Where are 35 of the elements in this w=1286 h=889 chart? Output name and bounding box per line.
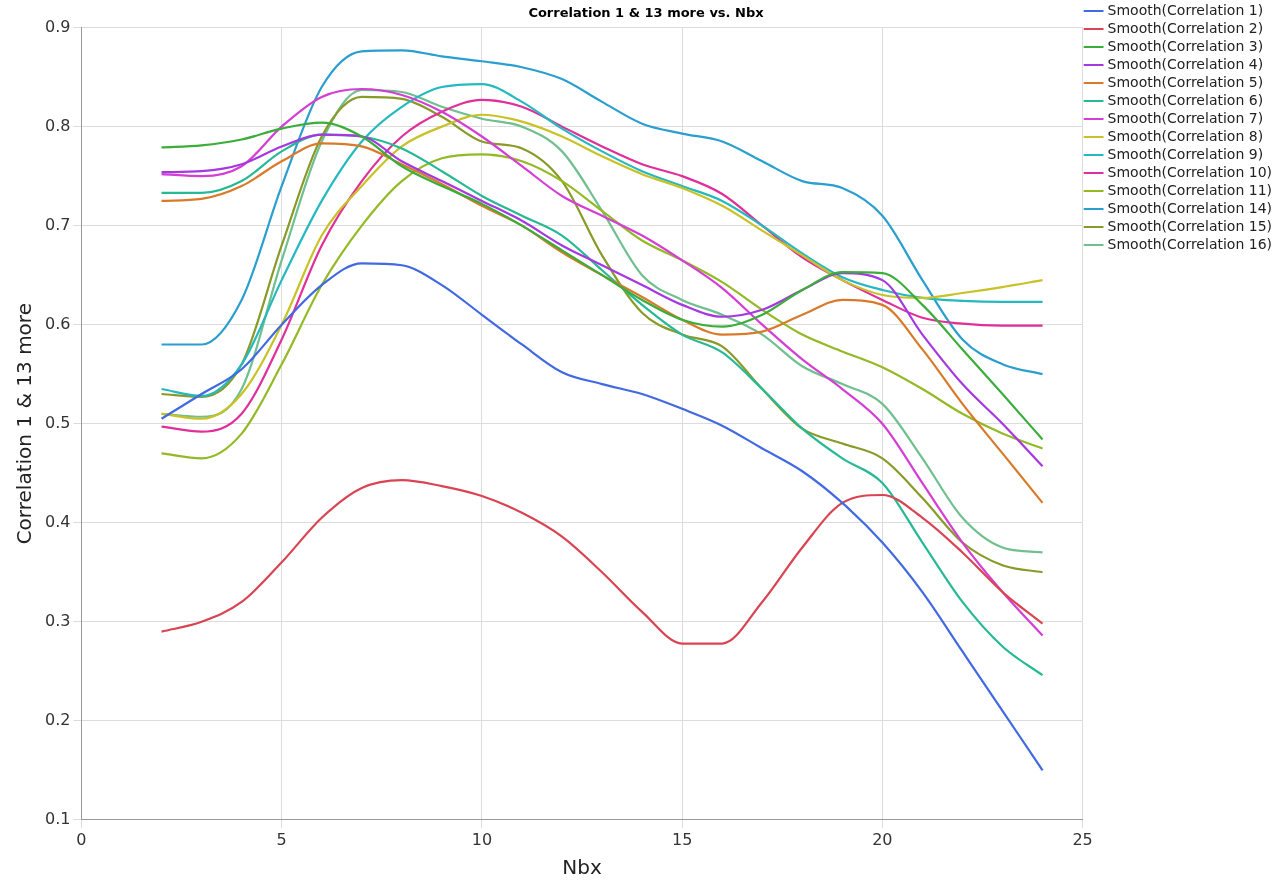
legend-label: Smooth(Correlation 4) [1107, 55, 1264, 72]
legend-label: Smooth(Correlation 2) [1107, 19, 1264, 36]
line-series [160, 49, 1044, 376]
legend-label: Smooth(Correlation 3) [1107, 37, 1264, 54]
y-tick-label: 0.8 [44, 115, 71, 135]
line-series [160, 262, 1044, 772]
y-tick-label: 0.1 [44, 808, 71, 828]
legend-label: Smooth(Correlation 6) [1107, 91, 1264, 108]
y-tick-label: 0.4 [44, 511, 71, 531]
y-axis-title: Correlation 1 & 13 more [12, 303, 37, 545]
y-tick-label: 0.9 [44, 16, 71, 36]
x-tick-label: 25 [1072, 829, 1093, 849]
chart-title: Correlation 1 & 13 more vs. Nbx [528, 5, 765, 21]
x-tick-label: 5 [276, 829, 287, 849]
x-tick-label: 15 [671, 829, 693, 849]
y-tick-label: 0.5 [44, 412, 71, 432]
legend-label: Smooth(Correlation 9) [1107, 145, 1264, 162]
y-tick-label: 0.6 [44, 313, 71, 333]
legend-label: Smooth(Correlation 1) [1107, 1, 1264, 18]
y-tick-label: 0.2 [44, 709, 71, 729]
legend-label: Smooth(Correlation 16) [1107, 235, 1272, 252]
legend-label: Smooth(Correlation 15) [1107, 217, 1272, 234]
legend-label: Smooth(Correlation 11) [1107, 181, 1272, 198]
x-tick-label: 0 [76, 829, 87, 849]
line-series [160, 479, 1044, 645]
x-tick-label: 10 [471, 829, 493, 849]
legend-label: Smooth(Correlation 7) [1107, 109, 1264, 126]
legend-label: Smooth(Correlation 5) [1107, 73, 1264, 90]
legend-label: Smooth(Correlation 14) [1107, 199, 1272, 216]
x-axis-title: Nbx [562, 855, 602, 880]
legend-label: Smooth(Correlation 8) [1107, 127, 1264, 144]
y-tick-label: 0.7 [44, 214, 71, 234]
legend-label: Smooth(Correlation 10) [1107, 163, 1272, 180]
x-tick-label: 20 [872, 829, 893, 849]
y-tick-label: 0.3 [44, 610, 71, 630]
